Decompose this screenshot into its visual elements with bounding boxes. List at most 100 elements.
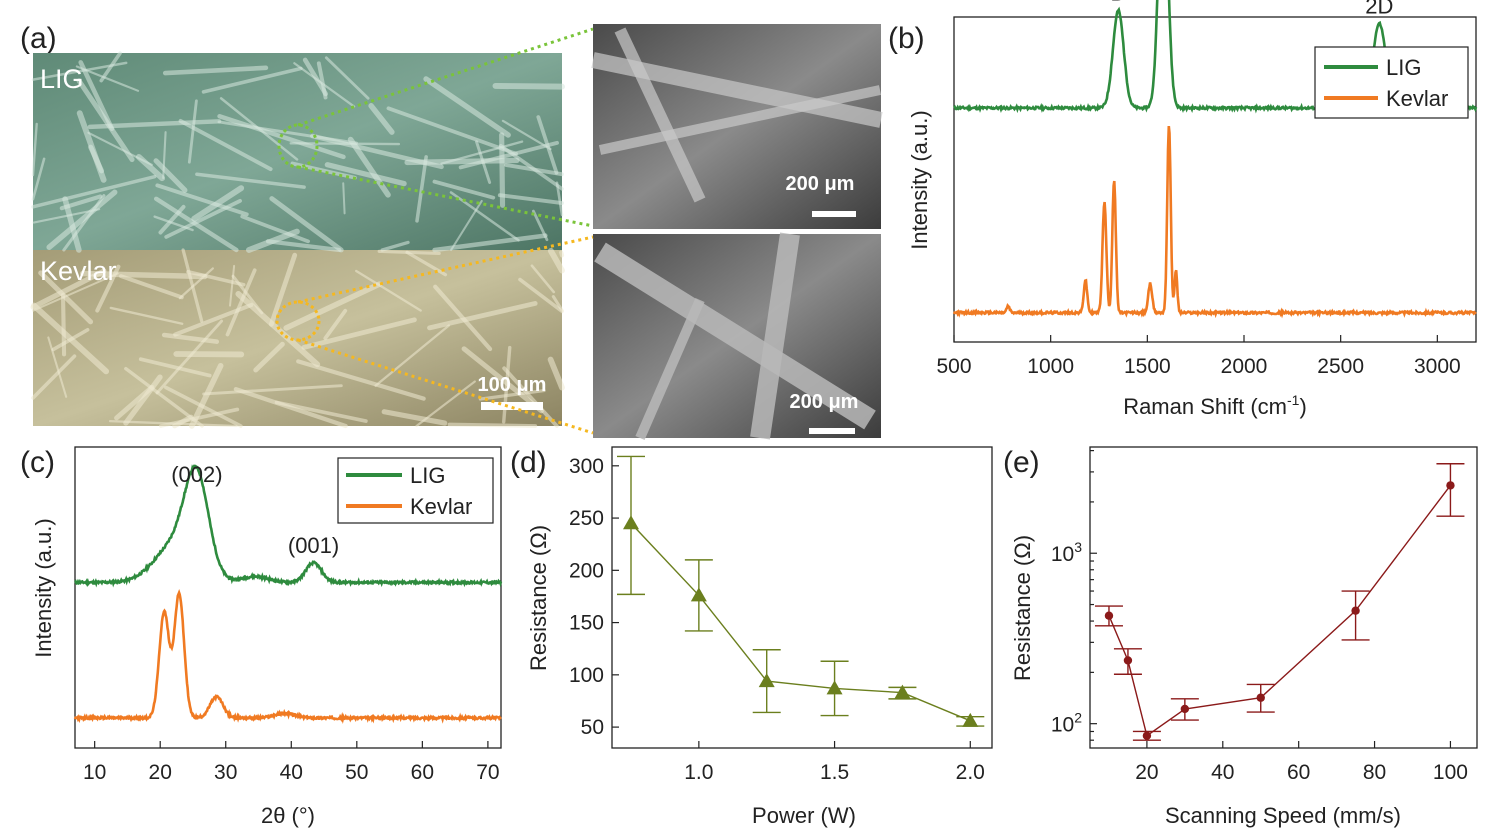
kevlar-fiber bbox=[225, 268, 257, 337]
x-tick-label: 100 bbox=[1433, 761, 1468, 784]
lig-fiber bbox=[324, 162, 407, 187]
scale-bar-main bbox=[481, 402, 543, 410]
lig-fiber bbox=[324, 56, 370, 100]
lig-fiber bbox=[240, 214, 310, 244]
x-tick-label: 40 bbox=[1211, 761, 1234, 784]
data-point bbox=[1142, 731, 1152, 740]
kevlar-region-label: Kevlar bbox=[40, 256, 117, 286]
kevlar-fiber bbox=[31, 302, 110, 375]
lig-fiber bbox=[62, 194, 106, 252]
panel-b-letter: (b) bbox=[888, 22, 925, 55]
lig-fiber bbox=[31, 174, 157, 209]
x-tick-label: 1500 bbox=[1124, 355, 1171, 378]
series-d bbox=[617, 455, 985, 727]
series-c bbox=[73, 464, 503, 724]
legend-box-c bbox=[337, 457, 494, 524]
lig-zoom-fiber bbox=[598, 85, 882, 155]
x-axis-c: 10 20 30 40 50 60 70 bbox=[83, 741, 500, 784]
kevlar-fiber bbox=[518, 277, 564, 314]
zoom-line-kevlar-top bbox=[297, 235, 594, 304]
lig-fiber bbox=[380, 240, 410, 252]
panel-a: (a) LIG Kevlar 100 μm 200 μm 200 μm bbox=[20, 22, 883, 440]
kevlar-fiber bbox=[161, 332, 220, 344]
kevlar-fiber bbox=[559, 250, 565, 258]
axes-d: 1.0 1.5 2.0 50 100 150 200 250 300 bbox=[569, 455, 985, 784]
legend-label-kevlar-c: Kevlar bbox=[410, 494, 472, 519]
peak-label: D bbox=[1110, 0, 1126, 6]
kevlar-fiber bbox=[189, 363, 224, 429]
kevlar-fiber bbox=[381, 409, 448, 426]
series-line-kevlar bbox=[952, 125, 1477, 319]
kevlar-fiber bbox=[229, 264, 236, 307]
plot-frame-d bbox=[611, 446, 993, 749]
lig-fiber bbox=[99, 51, 122, 83]
data-point bbox=[1446, 481, 1455, 490]
scale-bar-top bbox=[812, 211, 856, 217]
peak-label: (001) bbox=[288, 533, 339, 558]
data-point bbox=[1180, 704, 1190, 714]
panel-c-letter: (c) bbox=[20, 446, 55, 479]
series-e bbox=[1094, 463, 1465, 741]
y-axis-label-b: Intensity (a.u.) bbox=[907, 110, 932, 249]
lig-fiber bbox=[289, 142, 401, 146]
kevlar-fiber bbox=[461, 346, 544, 414]
data-point bbox=[894, 684, 911, 699]
x-axis-b: 500 1000 1500 2000 2500 3000 bbox=[936, 335, 1461, 378]
lig-fiber bbox=[504, 163, 564, 177]
x-axis-label-e: Scanning Speed (mm/s) bbox=[1165, 803, 1401, 828]
kevlar-fiber bbox=[31, 354, 77, 400]
series-line-kevlar bbox=[73, 589, 502, 724]
lig-fiber bbox=[265, 239, 342, 253]
lig-fiber bbox=[162, 65, 269, 76]
series-line bbox=[630, 522, 971, 722]
plot-frame-c bbox=[74, 446, 502, 749]
data-point bbox=[1256, 693, 1265, 702]
kevlar-fiber bbox=[547, 356, 565, 391]
lig-fiber bbox=[449, 191, 520, 242]
kevlar-fiber bbox=[253, 341, 285, 373]
y-axis-label-c: Intensity (a.u.) bbox=[31, 518, 56, 657]
data-point bbox=[826, 680, 843, 695]
zoom-line-lig-bottom bbox=[297, 165, 594, 228]
kevlar-zoom-fiber bbox=[635, 298, 705, 440]
y-tick-label: 300 bbox=[569, 455, 604, 478]
lig-fiber bbox=[342, 182, 346, 215]
kevlar-fiber bbox=[138, 357, 212, 378]
legend-label-lig-b: LIG bbox=[1386, 55, 1421, 80]
lig-fiber bbox=[31, 157, 46, 201]
data-point bbox=[1104, 611, 1114, 620]
kevlar-fiber bbox=[186, 269, 246, 287]
panel-c: (c) 10 20 30 40 50 60 70 (002) (001) Intensity … bbox=[20, 446, 503, 828]
scale-label-top: 200 μm bbox=[786, 173, 855, 195]
peak-labels-c: (002) (001) bbox=[171, 462, 339, 558]
lig-fiber bbox=[501, 119, 552, 151]
y-tick-label: 100 bbox=[569, 664, 604, 687]
panel-b: (b) 500 1000 1500 2000 2500 3000 DG2D Intensi… bbox=[888, 0, 1478, 419]
legend-c: LIG Kevlar bbox=[337, 457, 494, 524]
kevlar-fiber bbox=[502, 366, 559, 428]
scale-bar-bottom bbox=[809, 428, 855, 434]
lig-fiber bbox=[497, 193, 564, 205]
lig-fiber bbox=[432, 179, 496, 200]
y-tick-label: 103 bbox=[1051, 539, 1082, 566]
panel-d: (d) 1.0 1.5 2.0 50 100 150 200 250 300 Resistanc… bbox=[510, 446, 993, 828]
x-tick-label: 50 bbox=[345, 761, 368, 784]
kevlar-fiber bbox=[31, 272, 119, 312]
lig-fiber bbox=[316, 61, 328, 100]
kevlar-fiber bbox=[323, 308, 348, 341]
sem-lig-zoom-image bbox=[593, 24, 881, 229]
kevlar-fiber bbox=[296, 359, 426, 401]
axes-e: 20 40 60 80 100 102 103 bbox=[1051, 450, 1468, 784]
kevlar-fiber bbox=[283, 281, 383, 331]
x-tick-label: 2500 bbox=[1317, 355, 1364, 378]
lig-fiber bbox=[440, 140, 524, 165]
x-tick-label: 2.0 bbox=[956, 761, 985, 784]
kevlar-zoom-fiber bbox=[750, 232, 800, 440]
x-tick-label: 70 bbox=[476, 761, 499, 784]
x-tick-label: 2000 bbox=[1221, 355, 1268, 378]
kevlar-fiber bbox=[427, 301, 538, 331]
x-tick-label: 20 bbox=[1135, 761, 1158, 784]
lig-fiber bbox=[187, 99, 198, 164]
lig-fiber bbox=[155, 183, 249, 217]
